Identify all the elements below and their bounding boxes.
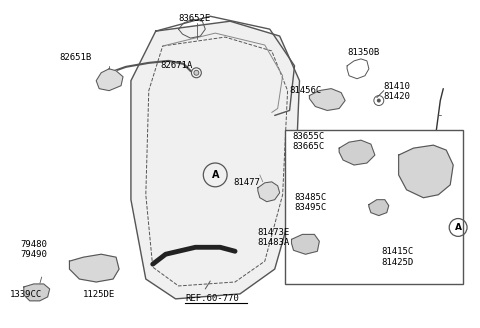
Polygon shape xyxy=(24,284,49,301)
Polygon shape xyxy=(369,200,389,215)
Text: 81410: 81410 xyxy=(384,82,411,91)
Polygon shape xyxy=(291,235,319,254)
Text: 83485C: 83485C xyxy=(295,193,327,202)
Polygon shape xyxy=(399,145,453,198)
Circle shape xyxy=(194,70,199,75)
Text: 83652E: 83652E xyxy=(179,14,211,23)
Polygon shape xyxy=(96,69,123,91)
Polygon shape xyxy=(310,89,345,111)
Text: 81483A: 81483A xyxy=(258,238,290,247)
Text: 81477: 81477 xyxy=(233,178,260,187)
Bar xyxy=(285,130,463,284)
Text: 81415C: 81415C xyxy=(382,247,414,256)
Text: 81456C: 81456C xyxy=(289,86,322,95)
Polygon shape xyxy=(70,254,119,282)
Polygon shape xyxy=(339,140,375,165)
Text: 83665C: 83665C xyxy=(292,142,325,151)
Circle shape xyxy=(377,98,381,103)
Text: 83655C: 83655C xyxy=(292,132,325,141)
Text: 83495C: 83495C xyxy=(295,203,327,212)
Text: REF.60-770: REF.60-770 xyxy=(185,294,239,303)
Text: 79480: 79480 xyxy=(20,240,47,249)
Text: 81350B: 81350B xyxy=(347,49,379,57)
Text: 82651B: 82651B xyxy=(60,53,92,62)
Text: 81420: 81420 xyxy=(384,92,411,101)
Text: 1339CC: 1339CC xyxy=(10,290,42,299)
Text: 1125DE: 1125DE xyxy=(84,290,116,299)
Text: 81473E: 81473E xyxy=(258,228,290,237)
Text: A: A xyxy=(212,170,219,180)
Text: 81425D: 81425D xyxy=(382,258,414,267)
Text: A: A xyxy=(455,223,462,232)
Polygon shape xyxy=(258,182,280,202)
Text: 79490: 79490 xyxy=(20,250,47,259)
Polygon shape xyxy=(131,21,300,299)
Text: 82671A: 82671A xyxy=(161,61,193,70)
